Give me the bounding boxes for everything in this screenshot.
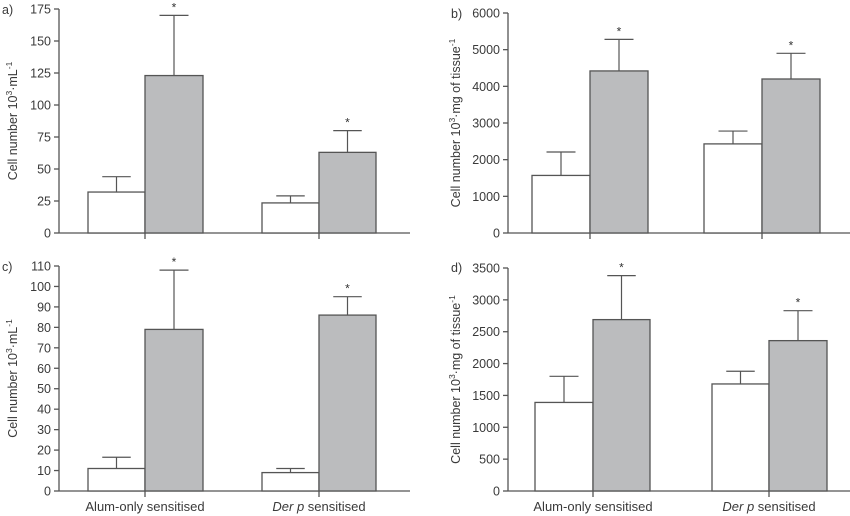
significance-marker: * <box>617 24 622 38</box>
bar-treated-alum-only <box>589 70 649 234</box>
significance-marker: * <box>619 261 624 275</box>
y-tick-label: 0 <box>493 485 500 499</box>
y-tick-label: 80 <box>37 321 51 335</box>
bar-treated-alum-only <box>144 328 204 492</box>
panel-label: d) <box>451 261 462 275</box>
y-tick-label: 30 <box>37 423 51 437</box>
bar-treated-alum-only <box>144 74 204 234</box>
bar-treated-der-p <box>761 78 821 234</box>
y-tick-label: 100 <box>30 280 51 294</box>
y-tick-label: 2000 <box>472 357 500 371</box>
y-tick-label: 90 <box>37 300 51 314</box>
category-label-der-p: Der p sensitised <box>722 499 815 514</box>
y-tick-label: 4000 <box>472 80 500 94</box>
significance-marker: * <box>345 116 350 130</box>
panel-label: b) <box>451 7 462 21</box>
y-tick-label: 50 <box>37 163 51 177</box>
panel-d: d) 0 500 1000 1500 2000 2500 3000 3500 Cell numbe… <box>447 261 850 514</box>
category-label-der-p: Der p sensitised <box>272 499 365 514</box>
y-tick-label: 175 <box>30 3 51 17</box>
panel-c: c) 0 10 20 30 40 50 60 70 80 90 100 110 Cell number 1… <box>2 255 410 514</box>
significance-marker: * <box>796 296 801 310</box>
y-tick-label: 10 <box>37 464 51 478</box>
panel-b: b) 0 1000 2000 3000 4000 5000 6000 Cell number 1… <box>447 7 850 241</box>
bar-control-der-p <box>261 471 320 492</box>
bar-treated-der-p <box>768 339 828 492</box>
y-tick-label: 20 <box>37 444 51 458</box>
y-axis-title: Cell number 103·mL-1 <box>4 319 20 438</box>
category-label-alum-only: Alum-only sensitised <box>85 499 204 514</box>
y-tick-label: 0 <box>44 227 51 241</box>
y-tick-label: 25 <box>37 195 51 209</box>
y-tick-label: 110 <box>31 260 51 274</box>
significance-marker: * <box>789 38 794 52</box>
y-tick-label: 60 <box>37 362 51 376</box>
y-tick-label: 50 <box>37 382 51 396</box>
y-tick-label: 150 <box>30 35 51 49</box>
significance-marker: * <box>345 282 350 296</box>
bar-control-der-p <box>703 143 763 234</box>
panel-label: a) <box>2 3 13 17</box>
significance-marker: * <box>172 0 177 14</box>
bar-control-alum-only <box>531 174 591 234</box>
bar-treated-der-p <box>318 151 377 234</box>
y-tick-label: 70 <box>37 341 51 355</box>
y-tick-label: 40 <box>37 403 51 417</box>
y-tick-label: 100 <box>30 99 51 113</box>
y-tick-label: 1000 <box>472 190 500 204</box>
bar-control-alum-only <box>87 191 146 234</box>
y-tick-label: 125 <box>30 67 51 81</box>
panel-label: c) <box>2 260 12 274</box>
y-axis-title: Cell number 103·mL-1 <box>4 61 20 180</box>
y-tick-label: 0 <box>493 227 500 241</box>
bar-treated-alum-only <box>592 318 651 492</box>
y-tick-label: 1000 <box>472 421 500 435</box>
y-tick-label: 5000 <box>472 43 500 57</box>
bar-control-der-p <box>261 202 320 234</box>
y-tick-label: 2500 <box>472 325 500 339</box>
y-tick-label: 2000 <box>472 153 500 167</box>
y-axis-title: Cell number 103·mg of tissue-1 <box>447 38 463 207</box>
y-tick-label: 3500 <box>472 262 500 276</box>
panel-a: a) 0 25 50 75 100 125 150 175 Cell number 103·mL-… <box>2 0 410 241</box>
y-axis-title: Cell number 103·mg of tissue-1 <box>447 295 463 464</box>
bar-control-der-p <box>711 383 770 492</box>
category-label-alum-only: Alum-only sensitised <box>533 499 652 514</box>
bar-treated-der-p <box>318 314 377 492</box>
y-tick-label: 75 <box>37 131 51 145</box>
y-tick-label: 0 <box>44 485 51 499</box>
y-tick-label: 6000 <box>472 7 500 21</box>
significance-marker: * <box>172 255 177 269</box>
y-tick-label: 500 <box>479 453 500 467</box>
y-tick-label: 1500 <box>472 389 500 403</box>
bar-control-alum-only <box>87 467 146 492</box>
y-tick-label: 3000 <box>472 117 500 131</box>
y-tick-label: 3000 <box>472 293 500 307</box>
bar-control-alum-only <box>534 401 594 492</box>
